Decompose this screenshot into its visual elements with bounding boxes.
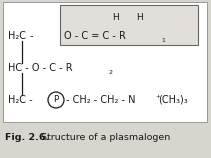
- Text: Structure of a plasmalogen: Structure of a plasmalogen: [41, 134, 170, 143]
- Text: H₂C -: H₂C -: [8, 95, 33, 105]
- Text: (CH₃)₃: (CH₃)₃: [158, 95, 188, 105]
- Text: H₂C: H₂C: [8, 31, 26, 41]
- Text: P: P: [53, 95, 59, 104]
- FancyBboxPatch shape: [60, 5, 198, 45]
- Text: 2: 2: [109, 70, 113, 75]
- FancyBboxPatch shape: [3, 2, 207, 122]
- Text: 1: 1: [161, 37, 165, 43]
- Text: -: -: [30, 31, 34, 41]
- Text: - CH₂ - CH₂ - N: - CH₂ - CH₂ - N: [66, 95, 135, 105]
- Text: H      H: H H: [113, 13, 143, 22]
- Text: +: +: [155, 94, 160, 98]
- Text: HC - O - C - R: HC - O - C - R: [8, 63, 73, 73]
- Text: Fig. 2.6.: Fig. 2.6.: [5, 134, 49, 143]
- Text: O - C = C - R: O - C = C - R: [64, 31, 126, 41]
